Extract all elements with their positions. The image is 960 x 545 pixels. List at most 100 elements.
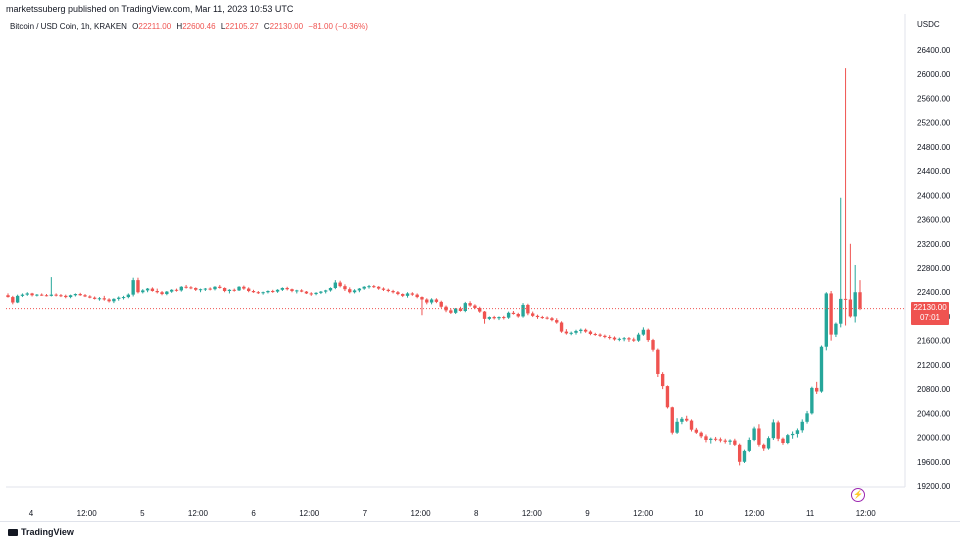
candle-body: [439, 301, 443, 307]
candle-body: [670, 407, 674, 433]
bar-countdown: 07:01: [919, 313, 941, 322]
candle-body: [102, 298, 106, 300]
brand-name: TradingView: [21, 527, 74, 537]
candle-body: [425, 299, 429, 303]
candle-body: [516, 314, 520, 317]
candle-body: [88, 296, 92, 298]
candle-body: [271, 291, 275, 293]
lightning-icon[interactable]: ⚡: [851, 488, 865, 502]
candle-body: [309, 293, 313, 295]
candle-body: [290, 289, 294, 292]
candle-body: [145, 288, 150, 291]
candle-body: [367, 286, 371, 288]
candle-body: [338, 282, 342, 287]
candle-body: [742, 450, 747, 462]
candle-body: [458, 308, 463, 311]
candle-body: [699, 432, 703, 437]
candle-body: [540, 317, 544, 319]
x-tick-label: 12:00: [522, 509, 543, 518]
candle-body: [453, 308, 458, 313]
candle-body: [40, 294, 44, 296]
candle-body: [324, 290, 328, 292]
candle-body: [492, 317, 496, 319]
candle-body: [251, 291, 256, 293]
candle-body: [232, 289, 236, 291]
candle-body: [771, 422, 776, 439]
candle-body: [54, 294, 58, 296]
candle-body: [598, 334, 602, 336]
candle-body: [781, 438, 785, 444]
candle-body: [627, 338, 631, 340]
candle-body: [68, 295, 73, 298]
candle-body: [824, 293, 828, 347]
candle-body: [728, 440, 732, 442]
candle-body: [603, 335, 607, 338]
candle-body: [612, 337, 617, 340]
candle-body: [83, 295, 87, 297]
candle-body: [709, 438, 713, 440]
candlestick-chart[interactable]: 19200.00 19600.00 20000.00 20400.00 20800.00…: [0, 0, 960, 520]
candle-body: [266, 291, 270, 293]
candle-body: [723, 440, 727, 442]
candle-body: [747, 439, 751, 451]
candle-body: [141, 290, 145, 293]
candle-body: [150, 288, 155, 292]
x-tick-label: 12:00: [299, 509, 320, 518]
y-tick-label: 24000.00: [917, 191, 951, 200]
x-tick-label: 11: [806, 509, 815, 518]
candle-body: [20, 294, 25, 296]
candle-body: [73, 294, 78, 296]
candle-body: [319, 291, 323, 293]
candle-body: [6, 295, 10, 298]
candle-body: [295, 290, 299, 292]
candle-body: [405, 293, 410, 296]
candle-body: [227, 289, 232, 292]
x-tick-label: 10: [694, 509, 703, 518]
candle-body: [15, 295, 20, 303]
candle-body: [713, 438, 718, 440]
x-tick-label: 9: [585, 509, 590, 518]
candle-body: [810, 387, 814, 414]
candle-body: [275, 289, 280, 292]
candle-body: [752, 428, 756, 440]
candle-body: [352, 290, 357, 293]
candle-body: [401, 294, 405, 296]
candle-body: [588, 331, 593, 335]
x-tick-label: 12:00: [77, 509, 98, 518]
candle-body: [357, 288, 362, 291]
candle-body: [733, 440, 737, 445]
candle-body: [800, 421, 804, 431]
x-tick-label: 12:00: [633, 509, 654, 518]
candle-body: [834, 323, 838, 335]
candle-body: [107, 299, 111, 302]
candle-body: [184, 286, 188, 288]
candle-body: [444, 306, 448, 311]
candle-body: [646, 329, 650, 341]
candle-body: [112, 298, 116, 302]
candle-body: [511, 312, 516, 315]
candle-body: [675, 421, 679, 433]
y-tick-label: 24400.00: [917, 167, 951, 176]
candle-body: [25, 293, 29, 295]
candle-body: [502, 317, 506, 319]
close-label: C: [263, 22, 270, 31]
candle-body: [348, 289, 352, 293]
candle-body: [121, 297, 126, 299]
candle-body: [30, 293, 34, 296]
candle-body: [343, 286, 347, 290]
candle-body: [593, 334, 597, 336]
candle-body: [848, 299, 853, 317]
candle-body: [680, 418, 684, 422]
y-tick-label: 20000.00: [917, 434, 951, 443]
candle-body: [641, 329, 646, 335]
candle-body: [737, 444, 742, 462]
y-tick-label: 19600.00: [917, 458, 951, 467]
tradingview-logo-icon: [8, 528, 18, 536]
candle-body: [131, 280, 135, 295]
x-tick-label: 8: [474, 509, 479, 518]
candle-body: [814, 387, 819, 392]
candle-body: [617, 338, 622, 340]
tradingview-logo[interactable]: TradingView: [8, 527, 74, 537]
footer-bar: [0, 521, 960, 545]
candle-body: [155, 291, 159, 293]
